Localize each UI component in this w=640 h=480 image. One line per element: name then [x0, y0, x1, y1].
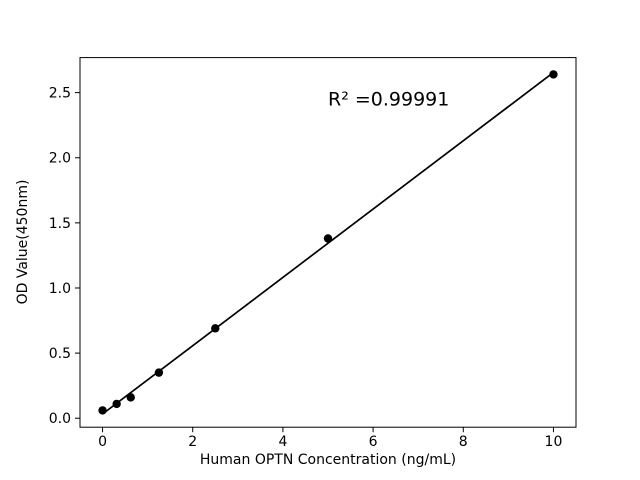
x-axis-label: Human OPTN Concentration (ng/mL) [200, 452, 456, 468]
x-tick-label: 6 [369, 434, 378, 450]
data-point [549, 70, 558, 79]
plot-area: 0 2 4 6 8 10 0.0 0.5 1.0 1.5 2.0 2.5 [49, 57, 577, 450]
x-tick-label: 8 [459, 434, 468, 450]
y-tick-label: 0.0 [49, 411, 71, 427]
fit-line [102, 71, 554, 415]
plot-border [79, 57, 577, 428]
y-tick-label: 1.0 [49, 281, 71, 297]
data-point [126, 393, 135, 402]
y-tick-label: 2.5 [49, 86, 71, 102]
x-tick-label: 2 [188, 434, 197, 450]
r-squared-annotation: R² =0.99991 [328, 89, 449, 111]
y-tick-label: 1.5 [49, 216, 71, 232]
y-tick-label: 0.5 [49, 346, 71, 362]
x-tick-label: 4 [278, 434, 287, 450]
y-axis-label: OD Value(450nm) [15, 180, 31, 305]
y-tick-label: 2.0 [49, 151, 71, 167]
data-point [154, 368, 164, 377]
data-point [323, 234, 333, 243]
data-point [211, 324, 220, 333]
x-tick-label: 10 [545, 434, 563, 450]
data-point [98, 406, 107, 415]
data-point [112, 399, 121, 409]
x-tick-label: 0 [98, 434, 107, 450]
